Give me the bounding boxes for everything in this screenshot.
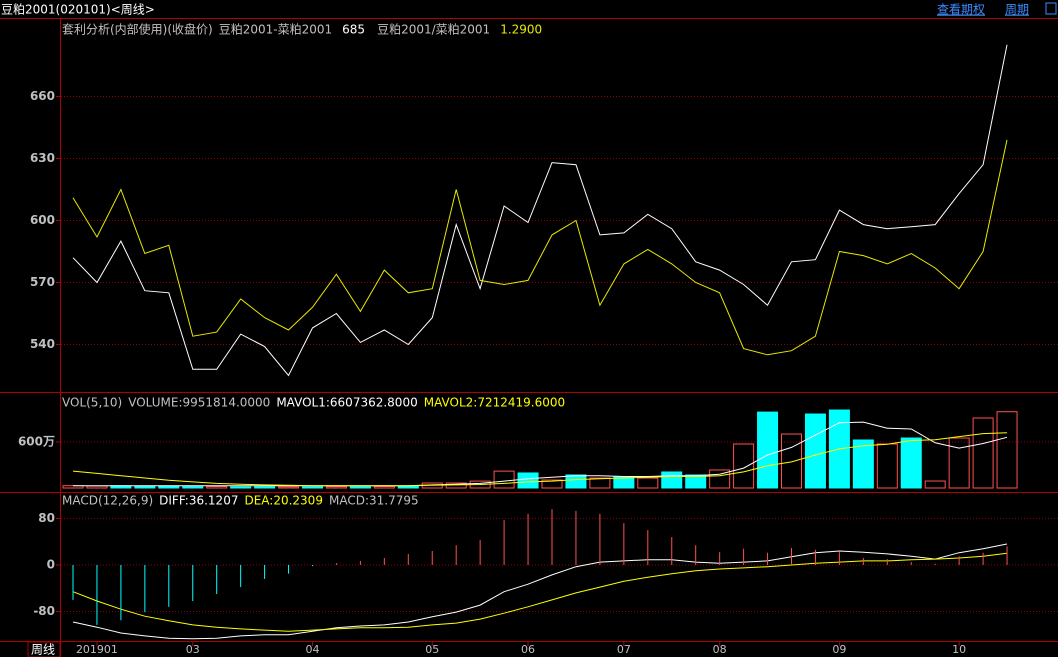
x-tick-label: 09 — [832, 643, 846, 656]
legend-text: MACD:31.7795 — [329, 494, 419, 508]
header-bar — [0, 0, 1058, 18]
legend-text: 豆粕2001/菜粕2001 — [377, 22, 490, 37]
volume-bar — [613, 476, 635, 489]
volume-bar — [230, 486, 252, 489]
x-tick-label: 04 — [306, 643, 320, 656]
volume-bar — [373, 485, 395, 489]
series-line — [72, 543, 1008, 640]
volume-bar — [541, 479, 563, 489]
legend-text: 1.2900 — [500, 23, 542, 37]
y-tick-label: 630 — [30, 151, 55, 165]
volume-bar — [565, 474, 587, 489]
y-tick-label: -80 — [33, 604, 55, 618]
volume-bar — [206, 485, 228, 489]
legend-text: MACD(12,26,9) — [62, 494, 153, 508]
y-tick-label: 600 — [30, 213, 55, 227]
legend-text: MAVOL1:6607362.8000 — [276, 396, 417, 410]
volume-bar — [781, 433, 802, 489]
y-tick-label: 660 — [30, 89, 55, 103]
y-tick-label: 0 — [47, 557, 55, 571]
window-icon[interactable] — [1045, 2, 1057, 15]
period-label: 周线 — [31, 643, 55, 657]
volume-bar — [924, 480, 946, 489]
volume-bar — [804, 413, 826, 489]
legend-text: 豆粕2001-菜粕2001 — [219, 22, 332, 37]
volume-bar — [302, 486, 323, 489]
legend-text: VOLUME:9951814.0000 — [128, 396, 270, 410]
header-title: 豆粕2001(020101)<周线> — [1, 2, 155, 17]
legend-text: VOL(5,10) — [62, 396, 122, 410]
y-tick-label: 570 — [30, 275, 55, 289]
volume-bar — [397, 485, 419, 489]
volume-bar — [972, 417, 994, 489]
volume-bar — [182, 486, 204, 489]
y-tick-label: 600万 — [18, 434, 55, 448]
legend-text: 685 — [342, 23, 365, 37]
x-tick-label: 201901 — [76, 643, 118, 656]
volume-bar — [733, 443, 755, 489]
series-line — [73, 421, 1008, 487]
volume-bar — [876, 443, 898, 489]
legend-text: DEA:20.2309 — [244, 494, 323, 508]
x-tick-label: 03 — [186, 643, 200, 656]
x-tick-label: 06 — [521, 643, 535, 656]
period-box — [27, 641, 61, 657]
volume-bar — [254, 486, 276, 489]
series-line — [72, 552, 1008, 632]
volume-bar — [517, 472, 539, 489]
legend-text: MAVOL2:7212419.6000 — [424, 396, 565, 410]
volume-bar — [349, 486, 371, 489]
volume-bar — [757, 411, 779, 489]
x-tick-label: 08 — [713, 643, 727, 656]
x-tick-label: 10 — [952, 643, 966, 656]
volume-bar — [493, 470, 515, 489]
volume-bar — [661, 471, 683, 489]
series-line — [72, 44, 1008, 377]
header-link[interactable]: 周期 — [1005, 3, 1029, 17]
volume-bar — [86, 485, 108, 489]
volume-bar — [709, 469, 731, 489]
series-line — [72, 432, 1008, 487]
series-line — [72, 139, 1008, 356]
volume-bar — [158, 485, 180, 489]
volume-bar — [948, 437, 970, 489]
legend-text: DIFF:36.1207 — [159, 494, 238, 508]
legend-text: 套利分析(内部使用)(收盘价) — [62, 22, 213, 37]
y-tick-label: 80 — [38, 511, 55, 525]
volume-bar — [685, 474, 707, 489]
volume-bar — [325, 486, 347, 489]
x-tick-label: 07 — [617, 643, 631, 656]
header-link[interactable]: 查看期权 — [937, 3, 985, 17]
volume-bar — [278, 486, 300, 489]
volume-bar — [852, 439, 874, 489]
volume-bar — [134, 485, 156, 489]
volume-bar — [589, 477, 611, 489]
volume-bar — [996, 411, 1018, 489]
volume-bar — [637, 477, 659, 489]
volume-bar — [900, 437, 922, 489]
x-tick-label: 05 — [425, 643, 439, 656]
y-tick-label: 540 — [30, 337, 55, 351]
